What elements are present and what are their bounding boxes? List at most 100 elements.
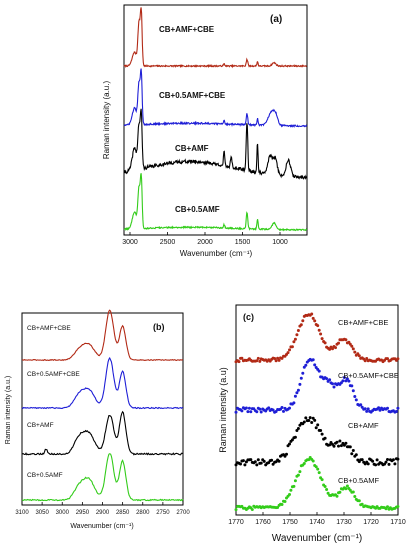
data-point: [339, 444, 343, 448]
panel-c-x-ticks: 1770 1760 1750 1740 1730 1720 1710: [228, 512, 406, 526]
x-tick-label: 3000: [122, 239, 138, 246]
data-point: [325, 377, 329, 381]
data-point: [357, 354, 361, 358]
data-point: [280, 356, 284, 360]
x-tick-label: 1000: [272, 239, 288, 246]
series-label: CB+0.5AMF: [175, 205, 220, 214]
data-point: [292, 484, 296, 488]
x-tick-label: 1730: [336, 519, 352, 526]
data-point: [234, 410, 238, 414]
data-point: [317, 328, 321, 332]
data-point: [293, 435, 297, 439]
data-point: [345, 377, 349, 381]
data-point: [328, 443, 332, 447]
data-point: [313, 418, 317, 422]
data-point: [292, 340, 296, 344]
data-point: [304, 416, 308, 420]
data-point: [359, 403, 363, 407]
panel-a-label: (a): [270, 14, 282, 25]
data-point: [256, 458, 260, 462]
data-point: [334, 346, 337, 350]
data-point: [247, 406, 251, 410]
data-point: [274, 359, 278, 363]
panel-c-series-labels: CB+AMF+CBE CB+0.5AMF+CBE CB+AMF CB+0.5AMF: [338, 318, 399, 485]
data-point: [286, 351, 290, 355]
data-point: [363, 359, 367, 363]
data-point: [258, 359, 262, 363]
data-point: [350, 452, 354, 456]
data-point: [288, 442, 291, 446]
data-point: [240, 356, 244, 360]
data-point: [386, 357, 389, 361]
x-tick-label: 1740: [309, 519, 325, 526]
series-label: CB+0.5AMF: [338, 476, 379, 485]
data-point: [396, 505, 400, 508]
data-point: [354, 398, 358, 402]
data-point: [386, 406, 389, 410]
data-point: [344, 338, 348, 342]
x-tick-label: 3000: [56, 510, 70, 516]
data-point: [282, 409, 285, 413]
data-point: [366, 407, 370, 411]
data-point: [328, 347, 332, 351]
data-point: [351, 449, 355, 452]
data-point: [317, 471, 321, 475]
x-tick-label: 1750: [282, 519, 298, 526]
data-point: [273, 357, 277, 360]
series-line: [123, 173, 308, 232]
series-line: [123, 7, 307, 69]
data-point: [296, 329, 300, 332]
data-point: [299, 323, 303, 327]
data-point: [337, 341, 340, 345]
data-point: [295, 391, 299, 395]
data-point: [350, 344, 354, 348]
series-label: CB+0.5AMF+CBE: [27, 371, 80, 378]
panel-b-label: (b): [153, 322, 165, 332]
data-point: [316, 423, 320, 427]
x-tick-label: 2900: [96, 510, 110, 516]
panel-c-label: (c): [243, 312, 254, 322]
panel-c-curves: [234, 312, 400, 512]
data-point: [311, 459, 315, 463]
panel-a-y-axis-label: Raman intensity (a.u.): [102, 81, 111, 160]
data-point: [325, 488, 329, 491]
series-label: CB+0.5AMF: [27, 472, 63, 479]
data-point: [289, 488, 293, 492]
data-point: [344, 487, 348, 491]
data-point: [255, 463, 259, 467]
data-point: [277, 459, 281, 463]
data-point: [267, 406, 271, 410]
data-point: [293, 394, 297, 398]
data-point: [357, 499, 361, 503]
x-tick-label: 1760: [255, 519, 271, 526]
data-point: [319, 332, 323, 336]
data-point: [323, 436, 327, 440]
data-point: [314, 426, 318, 430]
data-point: [345, 484, 349, 488]
series-label: CB+AMF: [175, 144, 209, 153]
x-tick-label: 2750: [156, 510, 170, 516]
x-tick-label: 3050: [35, 510, 49, 516]
data-point: [250, 508, 254, 511]
data-point: [342, 376, 346, 379]
data-point: [304, 363, 308, 367]
data-point: [377, 406, 381, 410]
data-point: [347, 379, 351, 383]
panel-c: (c) 1770 1760 1750 1740 1730 1720 1710 CB+AMF+…: [218, 304, 406, 544]
data-point: [396, 357, 400, 361]
data-point: [320, 337, 324, 341]
data-point: [290, 345, 294, 349]
series-line: [123, 108, 307, 180]
data-point: [301, 371, 305, 375]
series-line: [21, 356, 184, 410]
data-point: [293, 337, 297, 341]
panel-b-series-labels: CB+AMF+CBE CB+0.5AMF+CBE CB+AMF CB+0.5AMF: [27, 325, 80, 479]
panel-c-y-axis-label: Raman intensity (a.u): [218, 367, 228, 453]
data-point: [374, 463, 378, 467]
data-point: [290, 438, 294, 442]
data-point: [323, 485, 327, 488]
panel-a-series-labels: CB+AMF+CBE CB+0.5AMF+CBE CB+AMF CB+0.5AMF: [159, 25, 226, 214]
data-point: [386, 458, 389, 461]
x-tick-label: 1500: [235, 239, 251, 246]
